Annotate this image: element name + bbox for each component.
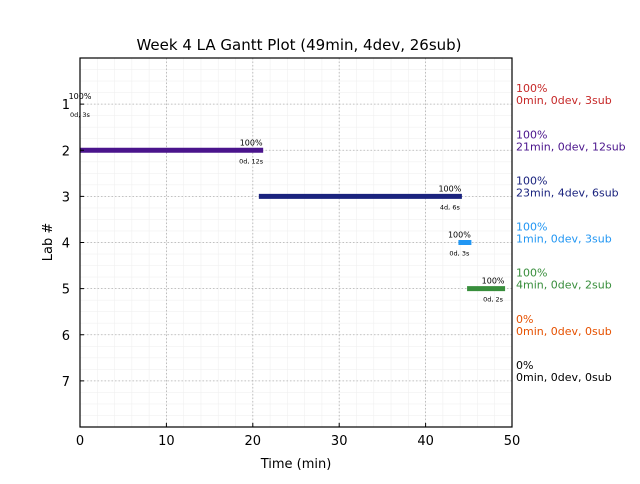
summary-stats: 1min, 0dev, 3sub [516,233,612,246]
bar-detail-label: 4d, 6s [440,203,461,211]
gantt-bar-lab-2 [80,147,264,153]
summary-stats: 21min, 0dev, 12sub [516,140,626,153]
y-ticks: 1 2 3 4 5 6 7 [62,98,84,390]
y-tick-label: 1 [62,98,70,113]
x-tick-label: 30 [331,434,348,449]
summary-percent: 100% [516,174,547,187]
y-tick-label: 3 [62,190,70,205]
x-tick-label: 40 [417,434,434,449]
summary-percent: 100% [516,221,547,234]
bar-percent-label: 100% [240,138,263,147]
x-ticks: 0 10 20 30 40 50 [76,423,520,449]
bar-detail-label: 0d, 12s [239,157,264,165]
summary-percent: 100% [516,267,547,280]
x-tick-label: 10 [158,434,175,449]
gantt-bar-lab-5 [467,286,506,292]
chart-title: Week 4 LA Gantt Plot (49min, 4dev, 26sub… [136,36,461,54]
bar-percent-label: 100% [448,231,471,240]
x-tick-label: 0 [76,434,84,449]
summary-percent: 100% [516,82,547,95]
summary-percent: 100% [516,128,547,141]
bars [80,147,506,292]
minor-grid [79,57,513,428]
x-tick-label: 50 [504,434,521,449]
bar-detail-label: 0d, 3s [449,250,470,258]
summary-stats: 0min, 0dev, 3sub [516,94,612,107]
x-axis-label: Time (min) [260,457,332,472]
y-axis-label: Lab # [41,223,56,262]
summary-stats: 4min, 0dev, 2sub [516,279,612,292]
summary-stats: 0min, 0dev, 0sub [516,371,612,384]
summary-percent: 0% [516,359,533,372]
y-tick-label: 6 [62,329,70,344]
y-tick-label: 7 [62,375,70,390]
bar-detail-label: 0d, 2s [483,296,504,304]
y-tick-label: 4 [62,237,70,252]
bar-percent-label: 100% [438,184,461,193]
summary-percent: 0% [516,313,533,326]
bar-percent-label: 100% [482,277,505,286]
summary-stats: 0min, 0dev, 0sub [516,325,612,338]
x-tick-label: 20 [245,434,262,449]
gantt-bar-lab-3 [258,193,462,199]
y-tick-label: 5 [62,283,70,298]
y-tick-label: 2 [62,144,70,159]
summary-stats: 23min, 4dev, 6sub [516,186,619,199]
gantt-bar-lab-4 [458,240,472,245]
